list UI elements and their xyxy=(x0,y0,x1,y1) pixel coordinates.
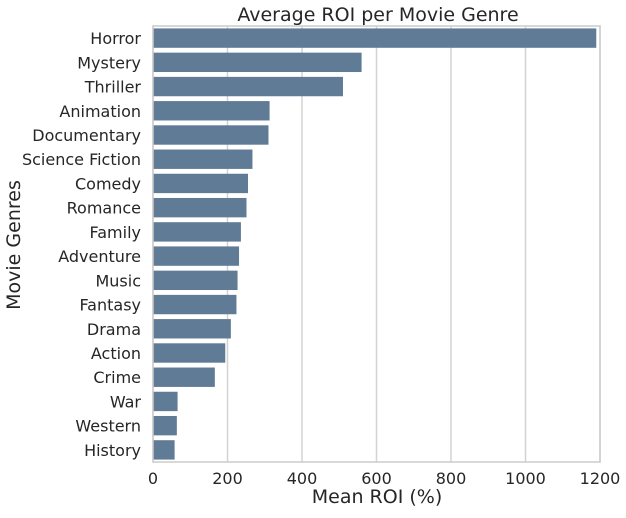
plot-frame xyxy=(152,25,601,463)
bar-horror xyxy=(153,28,597,48)
x-tick-label-600: 600 xyxy=(361,469,392,488)
y-tick-labels: Horror Mystery Thriller Animation Documentar… xyxy=(22,29,141,460)
bar-family xyxy=(153,222,241,242)
x-tick-label-800: 800 xyxy=(436,469,467,488)
x-tick-label-0: 0 xyxy=(148,469,158,488)
x-tick-label-200: 200 xyxy=(212,469,243,488)
y-tick-label-animation: Animation xyxy=(59,102,141,121)
x-tick-label-1000: 1000 xyxy=(505,469,546,488)
bar-thriller xyxy=(153,76,343,97)
y-tick-label-comedy: Comedy xyxy=(75,174,141,193)
y-tick-label-crime: Crime xyxy=(93,368,141,387)
y-tick-label-thriller: Thriller xyxy=(84,78,142,97)
y-tick-label-science-fiction: Science Fiction xyxy=(22,150,141,169)
chart-title: Average ROI per Movie Genre xyxy=(237,4,518,26)
bar-animation xyxy=(153,101,270,121)
bar-documentary xyxy=(153,125,269,145)
x-tick-label-1200: 1200 xyxy=(580,469,621,488)
y-tick-label-music: Music xyxy=(95,271,141,290)
bar-war xyxy=(153,391,178,412)
y-tick-label-documentary: Documentary xyxy=(32,126,141,145)
bar-drama xyxy=(153,319,231,339)
bar-action xyxy=(153,343,226,363)
y-tick-label-history: History xyxy=(84,441,141,460)
bar-fantasy xyxy=(153,294,237,315)
y-tick-label-western: Western xyxy=(75,417,141,436)
y-tick-label-romance: Romance xyxy=(67,199,141,218)
y-axis-label: Movie Genres xyxy=(3,180,25,310)
bar-history xyxy=(153,440,175,460)
bar-mystery xyxy=(153,52,362,73)
y-tick-label-drama: Drama xyxy=(87,320,141,339)
x-tick-label-400: 400 xyxy=(287,469,318,488)
x-tick-labels: 0 200 400 600 800 1000 1200 xyxy=(148,469,620,488)
y-tick-label-mystery: Mystery xyxy=(77,53,141,72)
bar-romance xyxy=(153,197,247,218)
y-tick-label-horror: Horror xyxy=(90,29,141,48)
y-tick-label-war: War xyxy=(110,392,142,411)
y-tick-label-action: Action xyxy=(91,344,141,363)
bar-music xyxy=(153,270,238,291)
y-tick-label-family: Family xyxy=(90,223,141,242)
plot-border xyxy=(152,25,601,463)
y-tick-label-fantasy: Fantasy xyxy=(79,296,141,315)
bar-adventure xyxy=(153,246,240,266)
bar-science-fiction xyxy=(153,149,253,169)
bar-crime xyxy=(153,367,215,387)
x-axis-label: Mean ROI (%) xyxy=(312,486,443,508)
bar-comedy xyxy=(153,173,248,194)
bars xyxy=(153,28,597,460)
bar-western xyxy=(153,415,177,436)
y-tick-label-adventure: Adventure xyxy=(58,247,141,266)
